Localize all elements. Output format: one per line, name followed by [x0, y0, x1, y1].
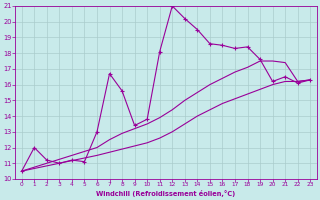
- X-axis label: Windchill (Refroidissement éolien,°C): Windchill (Refroidissement éolien,°C): [96, 190, 236, 197]
